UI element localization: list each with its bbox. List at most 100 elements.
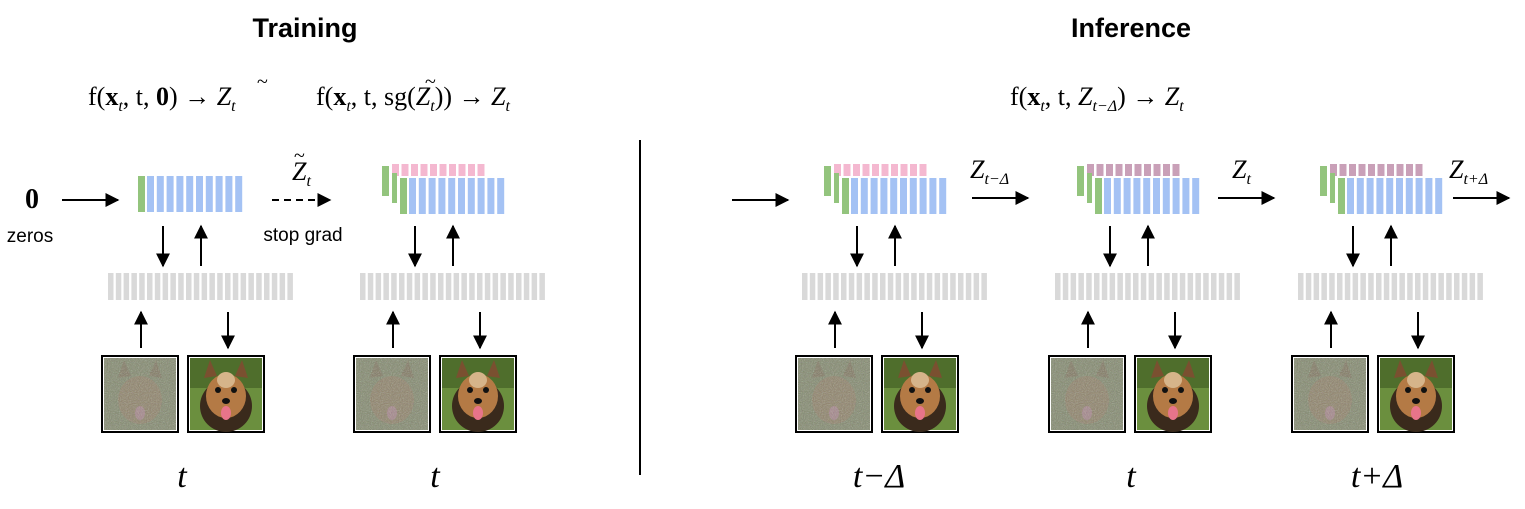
eq-part: Z [217, 82, 232, 111]
noisy-frame [1291, 355, 1369, 433]
interface-token [802, 273, 808, 300]
latent-token-prev [1087, 164, 1094, 176]
interface-token [965, 273, 972, 300]
interface-token [817, 273, 824, 300]
latent-prefix-token [1320, 166, 1327, 196]
interface-token [1203, 273, 1209, 300]
interface-token [430, 273, 436, 300]
interface-token [841, 273, 847, 300]
interface-token [1164, 273, 1170, 300]
latent-token [1396, 178, 1403, 214]
interface-token [1117, 273, 1123, 300]
transfer-label: Zt [1232, 155, 1251, 188]
interface-token [856, 273, 863, 300]
interface-token [1376, 273, 1382, 300]
eq-part: , t, [351, 82, 384, 111]
latent-prefix-token [1330, 173, 1335, 203]
eq-part: sg( [384, 82, 416, 111]
eq-part: f( [1010, 82, 1027, 111]
interface-token [383, 273, 389, 300]
latent-token [1386, 178, 1394, 214]
inference-title: Inference [1071, 13, 1191, 43]
interface-token [809, 273, 816, 300]
interface-token [414, 273, 421, 300]
latent-token-prev [1358, 164, 1366, 176]
latent-token [156, 176, 164, 212]
interface-token [523, 273, 530, 300]
eq-part: t [506, 98, 511, 115]
eq-part: Z [1078, 82, 1093, 111]
interface-token [438, 273, 444, 300]
clean-dog-image [442, 358, 514, 432]
eq-part: x [1027, 82, 1040, 111]
clean-frame [439, 355, 517, 433]
interface-token [1360, 273, 1366, 300]
noisy-frame [1048, 355, 1126, 433]
latent-token-prev [1144, 164, 1151, 176]
interface-token [406, 273, 413, 300]
interface-token [469, 273, 475, 300]
interface-token [1101, 273, 1108, 300]
interface-token [1226, 273, 1233, 300]
noisy-dog-image [1294, 358, 1366, 430]
latent-prefix-token [392, 173, 397, 203]
interface-token [1211, 273, 1217, 300]
latent-token [860, 178, 868, 214]
latent-token-prev [1415, 164, 1423, 176]
interface-token [193, 273, 200, 300]
interface-token [911, 273, 917, 300]
interface-token [1218, 273, 1225, 300]
latent-token [1133, 178, 1141, 214]
interface-token [1133, 273, 1139, 300]
latent-token-prev [862, 164, 870, 176]
eq-part: t [430, 98, 435, 115]
noisy-frame [101, 355, 179, 433]
eq-part: t [231, 98, 236, 115]
latent-token [147, 176, 154, 212]
latent-token [225, 176, 233, 212]
latent-token-prev [411, 164, 418, 176]
latent-token-prev [919, 164, 927, 176]
training-step-label: t [177, 458, 188, 495]
latent-token-prev [834, 164, 841, 176]
interface-token [264, 273, 270, 300]
latent-token-prev [1387, 164, 1394, 176]
latent-token [418, 178, 426, 214]
latent-token [1356, 178, 1364, 214]
zero-input: 0 [25, 184, 39, 215]
interface-token [1070, 273, 1077, 300]
eq-part: f( [316, 82, 333, 111]
eq-part: t [1179, 98, 1184, 115]
training-title: Training [252, 13, 357, 43]
interface-token [1298, 273, 1304, 300]
interface-token [477, 273, 483, 300]
interface-token [1446, 273, 1452, 300]
latent-token [1425, 178, 1433, 214]
interface-token [1109, 273, 1116, 300]
interface-token [833, 273, 839, 300]
clean-dog-image [190, 358, 262, 432]
latent-token [1405, 178, 1413, 214]
clean-frame [1134, 355, 1212, 433]
interface-token [848, 273, 855, 300]
latent-token [1415, 178, 1423, 214]
interface-token [1195, 273, 1201, 300]
latent-token-prev [458, 164, 466, 176]
latent-token [487, 178, 495, 214]
latent-token [467, 178, 475, 214]
interface-token [1407, 273, 1413, 300]
eq-part: t−Δ [1092, 98, 1117, 115]
interface-token [115, 273, 122, 300]
interface-token [539, 273, 545, 300]
eq-part: Z [1232, 155, 1247, 184]
interface-token [360, 273, 366, 300]
latent-prefix-token [1095, 178, 1102, 214]
clean-frame [881, 355, 959, 433]
interface-token [1234, 273, 1240, 300]
interface-token [973, 273, 980, 300]
interface-token [240, 273, 247, 300]
latent-token-prev [1125, 164, 1132, 176]
interface-token [461, 273, 467, 300]
interface-token [1179, 273, 1186, 300]
